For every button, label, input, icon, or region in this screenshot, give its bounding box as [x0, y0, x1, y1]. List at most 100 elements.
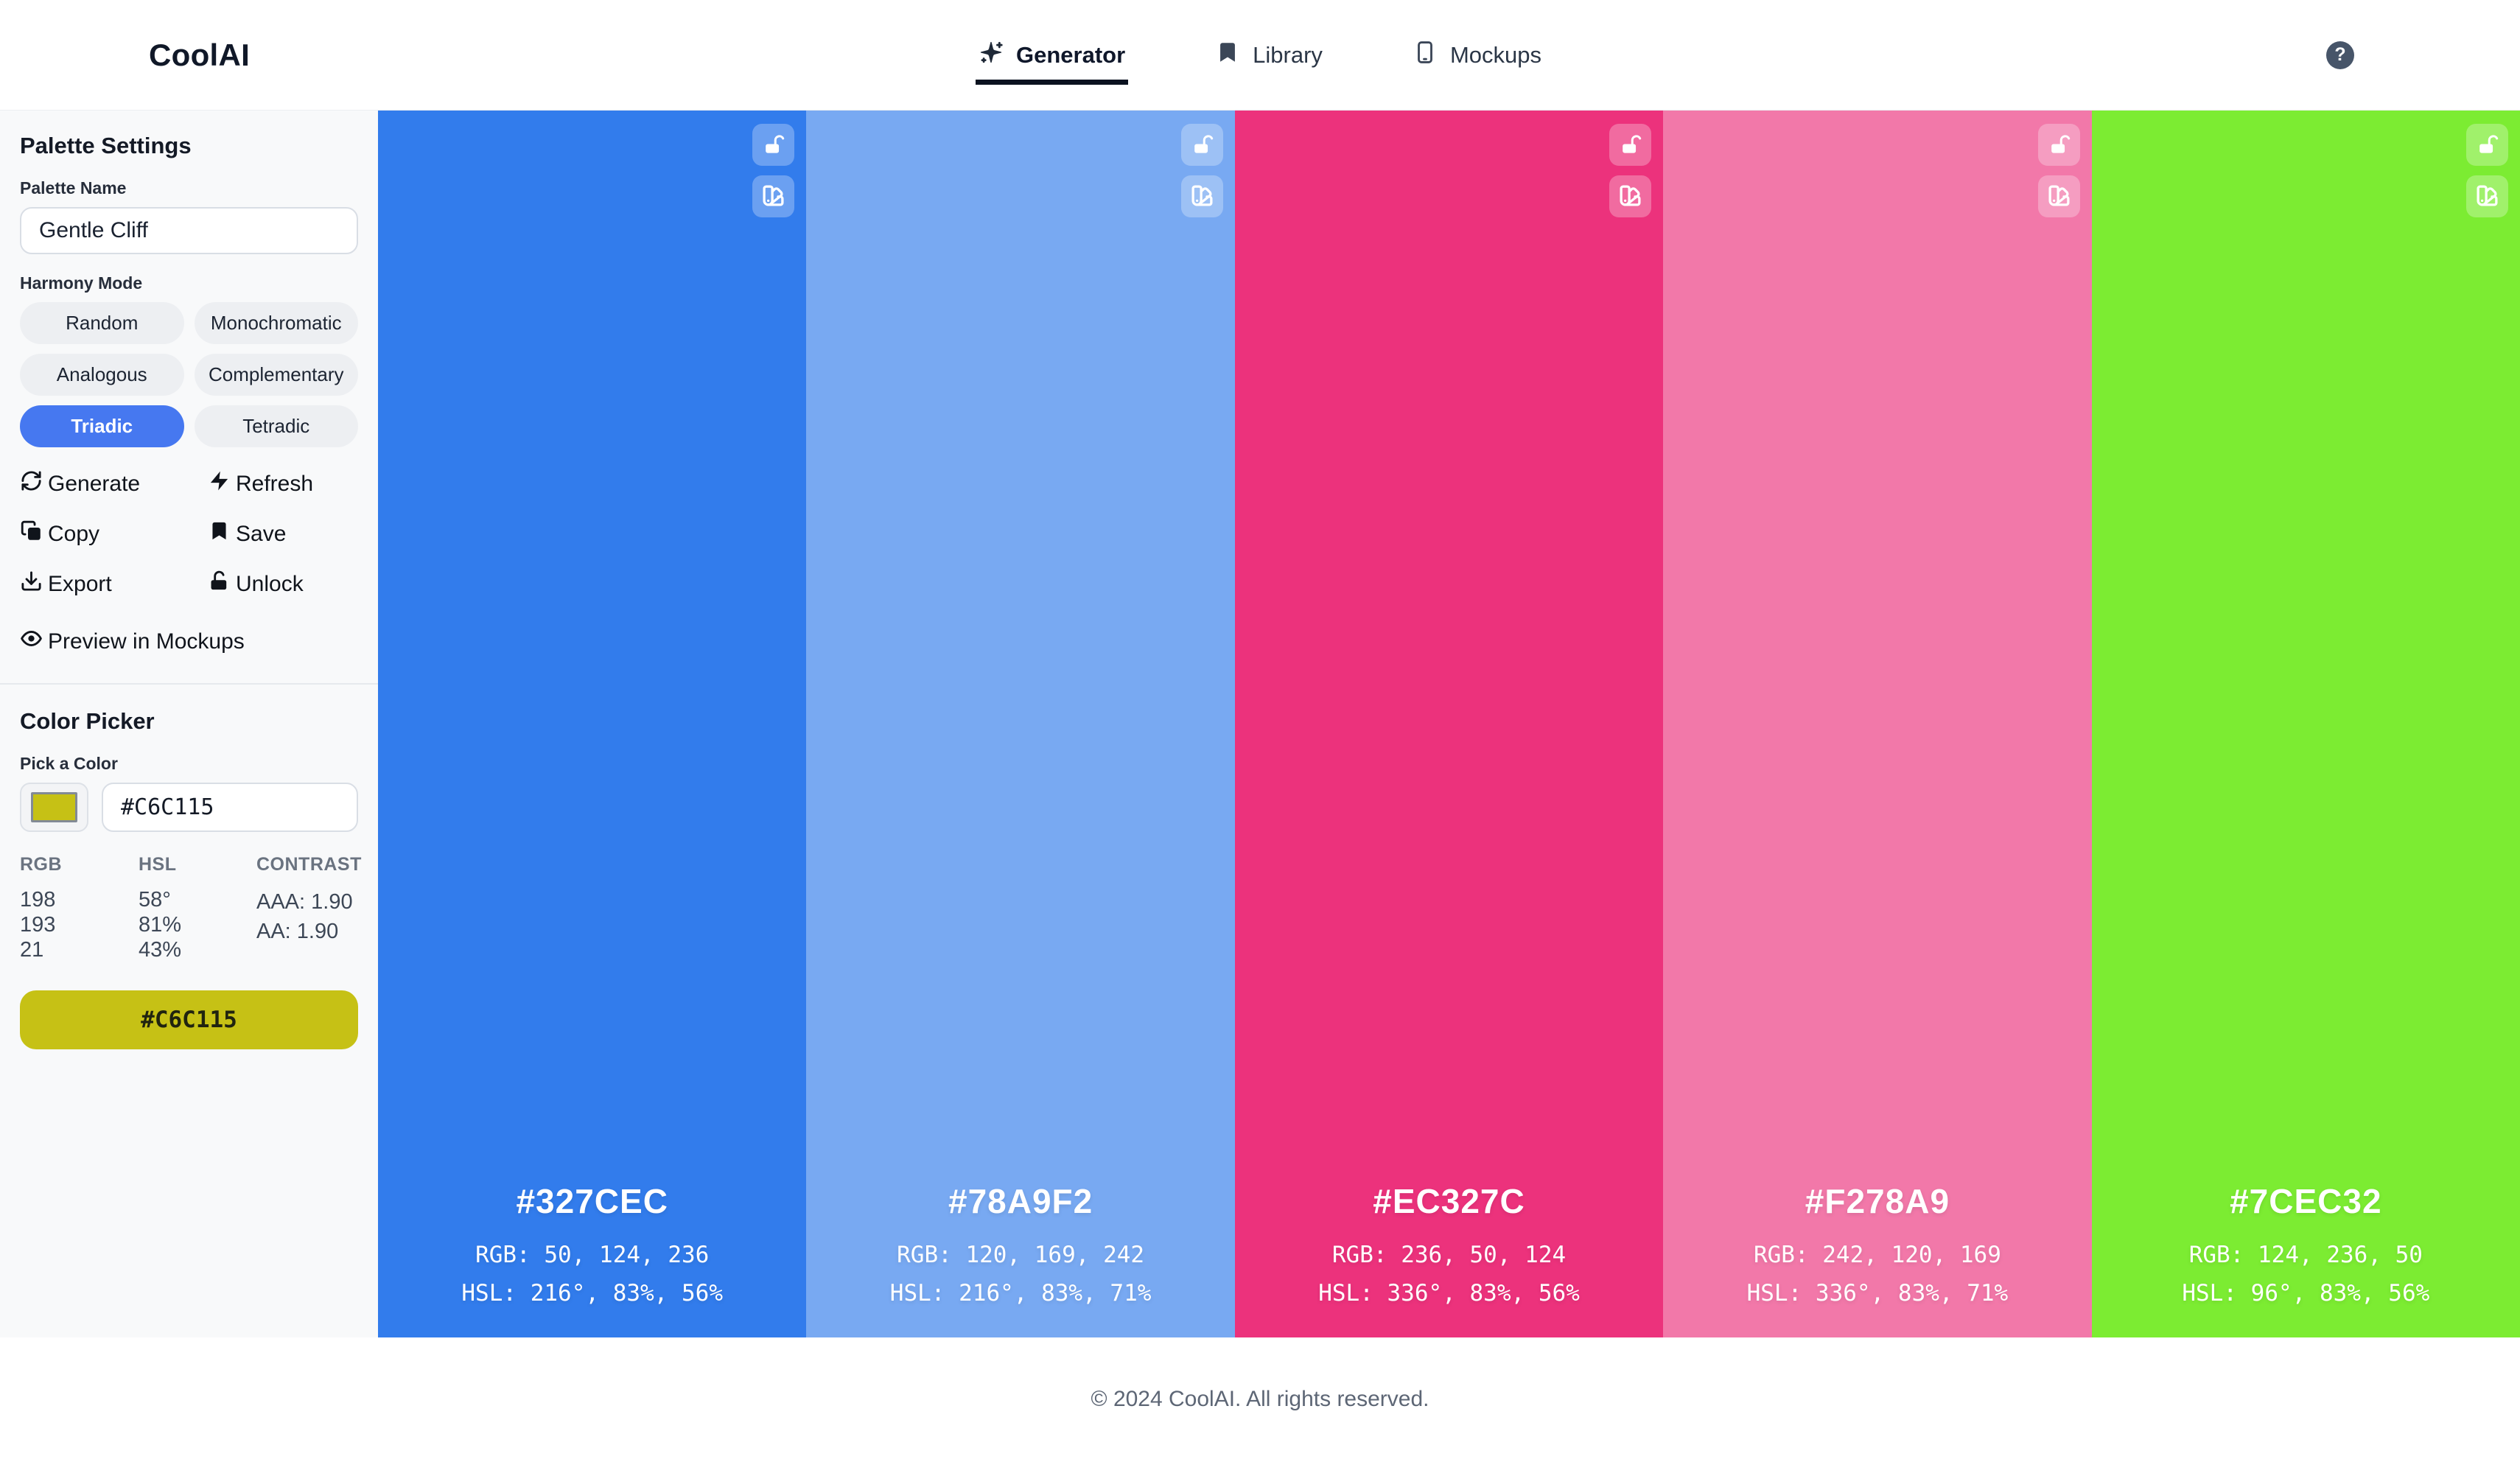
- color-swatch-input[interactable]: [20, 783, 88, 832]
- view-shades-button[interactable]: [1609, 175, 1652, 217]
- export-label: Export: [48, 571, 112, 596]
- swatchbook-icon: [1618, 183, 1642, 210]
- tab-mockups[interactable]: Mockups: [1410, 25, 1544, 85]
- harmony-triadic-button[interactable]: Triadic: [20, 405, 184, 447]
- contrast-aaa-value: AAA: 1.90: [256, 890, 353, 914]
- palette-column-3[interactable]: #EC327C RGB: 236, 50, 124 HSL: 336°, 83%…: [1234, 111, 1664, 1337]
- palette-column-1[interactable]: #327CEC RGB: 50, 124, 236 HSL: 216°, 83%…: [378, 111, 807, 1337]
- palette-actions: Generate Refresh Copy: [20, 469, 358, 598]
- palette-name-input[interactable]: [20, 207, 358, 254]
- harmony-random-button[interactable]: Random: [20, 302, 184, 344]
- unlock-color-button[interactable]: [1609, 124, 1652, 166]
- help-button[interactable]: ?: [2326, 41, 2354, 69]
- export-button[interactable]: Export: [20, 570, 208, 598]
- unlock-color-button[interactable]: [2466, 124, 2509, 166]
- sparkles-icon: [979, 40, 1004, 71]
- preview-in-mockups-label: Preview in Mockups: [48, 629, 245, 654]
- tab-mockups-label: Mockups: [1449, 42, 1541, 68]
- color-hex-label: #7CEC32: [2230, 1182, 2382, 1220]
- tab-library[interactable]: Library: [1212, 25, 1326, 85]
- unlock-color-button[interactable]: [752, 124, 795, 166]
- unlock-icon: [761, 132, 785, 158]
- color-hsl-label: HSL: 216°, 83%, 56%: [461, 1280, 723, 1307]
- color-hsl-label: HSL: 216°, 83%, 71%: [889, 1280, 1152, 1307]
- smartphone-icon: [1413, 40, 1438, 71]
- color-info: #F278A9 RGB: 242, 120, 169 HSL: 336°, 83…: [1663, 1181, 2091, 1337]
- page-footer: © 2024 CoolAI. All rights reserved.: [0, 1337, 2520, 1461]
- column-buttons: [1609, 124, 1652, 217]
- harmony-complementary-button[interactable]: Complementary: [194, 354, 358, 396]
- harmony-mode-label: Harmony Mode: [20, 273, 143, 293]
- eye-icon: [20, 627, 43, 656]
- unlock-icon: [2475, 132, 2499, 158]
- apply-color-button[interactable]: #C6C115: [20, 990, 358, 1049]
- color-picker-row: [20, 783, 358, 832]
- hsl-h-value: 58°: [139, 888, 171, 912]
- refresh-cw-icon: [20, 469, 43, 498]
- harmony-monochromatic-button[interactable]: Monochromatic: [194, 302, 358, 344]
- color-hex-label: #78A9F2: [948, 1182, 1093, 1220]
- palette-name-label: Palette Name: [20, 178, 127, 197]
- question-mark-icon: ?: [2334, 44, 2346, 65]
- bookmark-icon: [1215, 40, 1240, 71]
- color-hsl-label: HSL: 96°, 83%, 56%: [2182, 1280, 2430, 1307]
- sidebar-divider: [0, 683, 378, 685]
- unlock-icon: [1190, 132, 1214, 158]
- palette-column-4[interactable]: #F278A9 RGB: 242, 120, 169 HSL: 336°, 83…: [1663, 111, 2092, 1337]
- pick-a-color-label: Pick a Color: [20, 754, 118, 773]
- unlock-color-button[interactable]: [1180, 124, 1223, 166]
- save-button[interactable]: Save: [208, 520, 358, 548]
- column-buttons: [2466, 124, 2509, 217]
- rgb-stat-column: RGB 198 193 21: [20, 854, 139, 962]
- unlock-icon: [208, 570, 231, 598]
- rgb-b-value: 21: [20, 938, 44, 962]
- view-shades-button[interactable]: [2037, 175, 2080, 217]
- color-hex-label: #327CEC: [516, 1182, 668, 1220]
- hsl-l-value: 43%: [139, 938, 182, 962]
- column-buttons: [752, 124, 795, 217]
- color-rgb-label: RGB: 124, 236, 50: [2188, 1242, 2423, 1268]
- color-hsl-label: HSL: 336°, 83%, 71%: [1746, 1280, 2009, 1307]
- color-info: #EC327C RGB: 236, 50, 124 HSL: 336°, 83%…: [1235, 1181, 1663, 1337]
- rgb-g-value: 193: [20, 913, 56, 937]
- color-rgb-label: RGB: 120, 169, 242: [897, 1242, 1145, 1268]
- app-header: CoolAI Generator Library Mockups: [0, 0, 2520, 111]
- unlock-icon: [1618, 132, 1642, 158]
- tab-library-label: Library: [1253, 42, 1323, 68]
- refresh-button[interactable]: Refresh: [208, 469, 358, 498]
- unlock-button[interactable]: Unlock: [208, 570, 358, 598]
- palette-columns: #327CEC RGB: 50, 124, 236 HSL: 216°, 83%…: [378, 111, 2520, 1337]
- view-shades-button[interactable]: [752, 175, 795, 217]
- unlock-label: Unlock: [236, 571, 304, 596]
- view-shades-button[interactable]: [2466, 175, 2509, 217]
- color-info: #78A9F2 RGB: 120, 169, 242 HSL: 216°, 83…: [806, 1181, 1234, 1337]
- palette-column-5[interactable]: #7CEC32 RGB: 124, 236, 50 HSL: 96°, 83%,…: [2091, 111, 2520, 1337]
- hsl-header: HSL: [139, 854, 177, 875]
- harmony-analogous-button[interactable]: Analogous: [20, 354, 184, 396]
- swatchbook-icon: [2047, 183, 2071, 210]
- generate-label: Generate: [48, 471, 141, 496]
- copy-button[interactable]: Copy: [20, 520, 208, 548]
- harmony-tetradic-button[interactable]: Tetradic: [194, 405, 358, 447]
- palette-column-2[interactable]: #78A9F2 RGB: 120, 169, 242 HSL: 216°, 83…: [806, 111, 1235, 1337]
- tab-generator-label: Generator: [1016, 42, 1126, 68]
- refresh-label: Refresh: [236, 471, 314, 496]
- color-swatch-preview: [31, 792, 77, 822]
- copyright-text: © 2024 CoolAI. All rights reserved.: [1091, 1387, 1429, 1411]
- color-hex-label: #F278A9: [1805, 1182, 1950, 1220]
- color-picker-title: Color Picker: [20, 708, 155, 734]
- color-hex-label: #EC327C: [1373, 1182, 1525, 1220]
- color-info: #7CEC32 RGB: 124, 236, 50 HSL: 96°, 83%,…: [2092, 1181, 2520, 1337]
- zap-icon: [208, 469, 231, 498]
- view-shades-button[interactable]: [1180, 175, 1223, 217]
- contrast-header: CONTRAST: [256, 854, 362, 875]
- generate-button[interactable]: Generate: [20, 469, 208, 498]
- tab-generator[interactable]: Generator: [976, 25, 1129, 85]
- hex-color-input[interactable]: [102, 783, 358, 832]
- unlock-color-button[interactable]: [2037, 124, 2080, 166]
- main-content: Palette Settings Palette Name Harmony Mo…: [0, 111, 2520, 1337]
- preview-in-mockups-button[interactable]: Preview in Mockups: [20, 627, 358, 656]
- harmony-mode-group: Random Monochromatic Analogous Complemen…: [20, 302, 358, 447]
- hsl-s-value: 81%: [139, 913, 182, 937]
- settings-sidebar: Palette Settings Palette Name Harmony Mo…: [0, 111, 378, 1337]
